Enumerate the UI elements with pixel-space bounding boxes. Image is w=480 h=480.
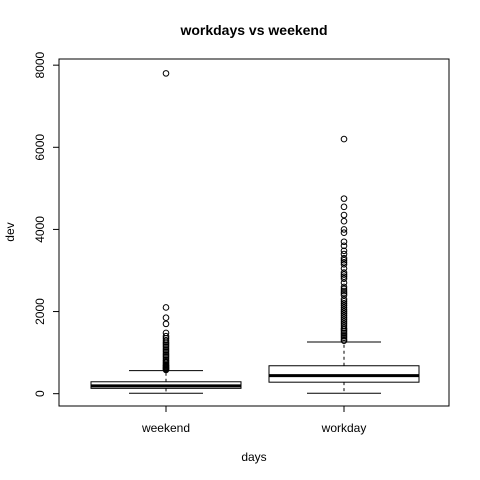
outlier-point [340, 310, 348, 317]
outlier-point [340, 312, 348, 319]
outlier-point [340, 217, 348, 225]
box-group-weekend [90, 70, 242, 394]
outlier-point [340, 271, 348, 278]
outlier-point [340, 242, 348, 250]
outlier-point [340, 314, 348, 322]
outlier-point [340, 275, 348, 282]
x-axis-label: days [241, 450, 266, 464]
outlier-point [340, 287, 348, 295]
outlier-point [340, 300, 348, 307]
outlier-point [340, 302, 348, 309]
outlier-point [162, 70, 170, 77]
outlier-point [340, 226, 348, 233]
iqr-box [268, 365, 420, 383]
outlier-point [340, 203, 348, 211]
outlier-point [340, 261, 348, 268]
outlier-point [340, 285, 348, 293]
outlier-point [340, 135, 348, 143]
y-tick-label: 0 [33, 390, 47, 397]
chart-title: workdays vs weekend [179, 22, 327, 38]
outlier-point [340, 250, 348, 258]
outlier-point [340, 297, 348, 305]
outlier-point [340, 289, 348, 297]
plot-frame [58, 58, 450, 407]
x-axis: weekend workday [141, 406, 366, 435]
x-tick-label: workday [321, 421, 367, 435]
outlier-point [340, 283, 348, 291]
boxes-layer [90, 70, 420, 394]
outlier-point [340, 256, 348, 264]
outlier-point [340, 229, 348, 237]
y-tick-label: 4000 [33, 216, 47, 243]
outlier-point [340, 265, 348, 272]
x-tick-label: weekend [141, 421, 190, 435]
y-axis: 0 2000 4000 6000 8000 [33, 51, 59, 397]
y-tick-label: 2000 [33, 298, 47, 325]
outlier-point [340, 316, 348, 324]
outlier-point [340, 291, 348, 299]
outlier-point [340, 258, 348, 266]
outlier-point [340, 279, 348, 287]
outlier-point [340, 273, 348, 280]
outlier-point [162, 366, 170, 374]
outlier-point [340, 337, 348, 345]
outlier-point [340, 254, 348, 262]
outlier-point [340, 295, 348, 303]
y-axis-label: dev [3, 222, 17, 241]
outlier-point [162, 314, 170, 322]
y-tick-label: 8000 [33, 51, 47, 78]
outlier-point [340, 269, 348, 276]
outlier-point [340, 306, 348, 313]
outlier-point [162, 320, 170, 328]
y-tick-label: 6000 [33, 134, 47, 161]
outlier-point [162, 304, 170, 311]
outlier-point [340, 247, 348, 255]
outlier-point [340, 318, 348, 326]
outlier-point [340, 304, 348, 311]
outlier-point [340, 238, 348, 246]
outlier-point [340, 195, 348, 202]
outlier-point [340, 308, 348, 315]
box-group-workday [268, 135, 420, 394]
outlier-point [340, 211, 348, 219]
